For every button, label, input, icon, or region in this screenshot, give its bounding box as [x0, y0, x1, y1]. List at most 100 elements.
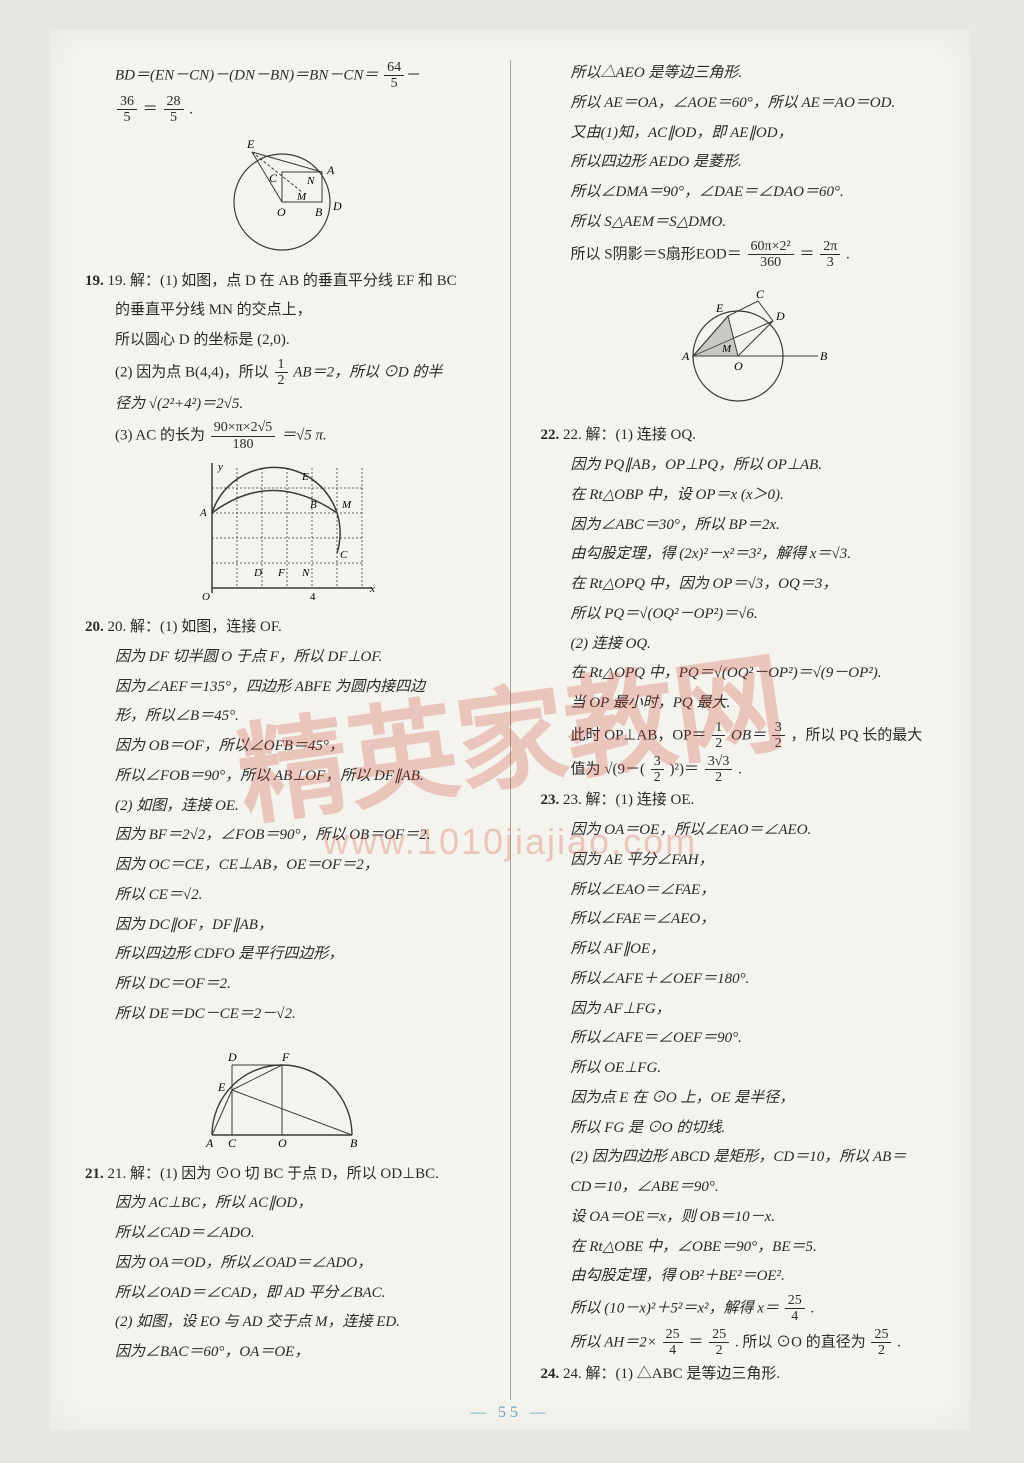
svg-text:C: C	[756, 287, 765, 301]
right-column: 所以△AEO 是等边三角形. 所以 AE＝OA，∠AOE＝60°，所以 AE＝A…	[541, 60, 936, 1400]
text: 因为 OA＝OE，所以∠EAO＝∠AEO.	[541, 817, 936, 845]
text: BD＝(EN－CN)－(DN－BN)＝BN－CN＝	[115, 67, 378, 83]
text: 24. 解：(1) △ABC 是等边三角形.	[563, 1366, 780, 1382]
text: OB＝	[731, 727, 766, 743]
text: 当 OP 最小时，PQ 最大.	[541, 690, 936, 718]
text: (2) 因为四边形 ABCD 是矩形，CD＝10，所以 AB＝	[541, 1144, 936, 1172]
page-container: BD＝(EN－CN)－(DN－BN)＝BN－CN＝ 645－ 365 ＝ 285…	[50, 30, 970, 1430]
text: ＝	[799, 246, 814, 262]
svg-text:O: O	[202, 591, 210, 603]
svg-text:C: C	[340, 549, 348, 561]
svg-text:M: M	[721, 343, 732, 355]
svg-text:M: M	[296, 191, 307, 203]
text: (2) 连接 OQ.	[541, 631, 936, 659]
two-columns: BD＝(EN－CN)－(DN－BN)＝BN－CN＝ 645－ 365 ＝ 285…	[85, 60, 935, 1400]
fraction: 12	[275, 357, 288, 389]
svg-text:M: M	[341, 499, 352, 511]
page-number-value: 55	[498, 1404, 522, 1421]
fraction: 365	[117, 94, 137, 126]
text: 因为∠BAC＝60°，OA＝OE，	[85, 1339, 480, 1367]
text: 设 OA＝OE＝x，则 OB＝10－x.	[541, 1204, 936, 1232]
text: 所以 (10－x)²＋5²＝x²，解得 x＝	[571, 1300, 779, 1316]
fraction: 12	[712, 720, 725, 752]
svg-text:A: A	[199, 507, 207, 519]
text: 19. 解：(1) 如图，点 D 在 AB 的垂直平分线 EF 和 BC	[108, 273, 457, 289]
text: (3) AC 的长为	[115, 428, 205, 444]
line: (3) AC 的长为 90×π×2√5180 ＝√5 π.	[85, 420, 480, 452]
diagram-circle-1: E A C N M O B D	[85, 132, 480, 262]
svg-text:D: D	[253, 567, 262, 579]
text: 因为 AF⊥FG，	[541, 996, 936, 1024]
text: 所以∠EAO＝∠FAE，	[541, 877, 936, 905]
text: 所以∠AFE＋∠OEF＝180°.	[541, 966, 936, 994]
diagram-semicircle: D F E A C O B	[85, 1035, 480, 1155]
text: 所以△AEO 是等边三角形.	[541, 60, 936, 88]
text: ＝	[688, 1334, 703, 1350]
text: 所以 AF∥OE，	[541, 936, 936, 964]
svg-text:B: B	[315, 205, 323, 219]
svg-text:B: B	[350, 1136, 358, 1150]
svg-text:B: B	[310, 499, 317, 511]
text: 在 Rt△OBE 中，∠OBE＝90°，BE＝5.	[541, 1234, 936, 1262]
problem-24: 24. 24. 解：(1) △ABC 是等边三角形.	[541, 1361, 936, 1389]
line: 所以 (10－x)²＋5²＝x²，解得 x＝ 254 .	[541, 1293, 936, 1325]
text: 值为 √(9－(	[571, 761, 645, 777]
text: 所以 FG 是 ⊙O 的切线.	[541, 1115, 936, 1143]
problem-20: 20. 20. 解：(1) 如图，连接 OF.	[85, 614, 480, 642]
text: . 所以 ⊙O 的直径为	[735, 1334, 866, 1350]
text: 所以圆心 D 的坐标是 (2,0).	[85, 327, 480, 355]
svg-text:E: E	[217, 1080, 226, 1094]
fraction: 252	[709, 1327, 729, 1359]
text: 所以 PQ＝√(OQ²－OP²)＝√6.	[541, 601, 936, 629]
text: 因为 BF＝2√2，∠FOB＝90°，所以 OB＝OF＝2.	[85, 822, 480, 850]
svg-text:A: A	[681, 349, 690, 363]
svg-text:O: O	[734, 359, 743, 373]
text: (2) 因为点 B(4,4)，所以	[115, 364, 269, 380]
line: BD＝(EN－CN)－(DN－BN)＝BN－CN＝ 645－	[85, 60, 480, 92]
text: 因为 DC∥OF，DF∥AB，	[85, 912, 480, 940]
left-column: BD＝(EN－CN)－(DN－BN)＝BN－CN＝ 645－ 365 ＝ 285…	[85, 60, 480, 1400]
diagram-circle-2: C E D A M O B	[541, 276, 936, 416]
svg-text:O: O	[277, 205, 286, 219]
svg-text:C: C	[228, 1136, 237, 1150]
text: 因为 OB＝OF，所以∠OFB＝45°，	[85, 733, 480, 761]
svg-text:E: E	[715, 301, 724, 315]
text: (2) 如图，连接 OE.	[85, 793, 480, 821]
fraction: 254	[663, 1327, 683, 1359]
text: 因为 AC⊥BC，所以 AC∥OD，	[85, 1190, 480, 1218]
fraction: 252	[871, 1327, 891, 1359]
text: 因为 OA＝OD，所以∠OAD＝∠ADO，	[85, 1250, 480, 1278]
text: ＝	[143, 101, 158, 117]
text: 因为∠ABC＝30°，所以 BP＝2x.	[541, 512, 936, 540]
svg-text:A: A	[326, 163, 335, 177]
line: 值为 √(9－( 32 )²)＝ 3√32 .	[541, 754, 936, 786]
text: ＝√5 π.	[281, 428, 327, 444]
text: 因为 OC＝CE，CE⊥AB，OE＝OF＝2，	[85, 852, 480, 880]
text: 所以 AH＝2×	[571, 1334, 657, 1350]
text: (2) 如图，设 EO 与 AD 交于点 M，连接 ED.	[85, 1309, 480, 1337]
fraction: 254	[785, 1293, 805, 1325]
text: )²)＝	[669, 761, 699, 777]
text: .	[738, 761, 742, 777]
svg-text:C: C	[269, 171, 278, 185]
text: 所以 DE＝DC－CE＝2－√2.	[85, 1001, 480, 1029]
text: 23. 解：(1) 连接 OE.	[563, 792, 694, 808]
fraction: 3√32	[705, 754, 733, 786]
text: 在 Rt△OPQ 中，因为 OP＝√3，OQ＝3，	[541, 571, 936, 599]
svg-text:A: A	[205, 1136, 214, 1150]
text: .	[810, 1300, 814, 1316]
text: 在 Rt△OPQ 中，PQ＝√(OQ²－OP²)＝√(9－OP²).	[541, 660, 936, 688]
fraction: 645	[384, 60, 404, 92]
fraction: 90×π×2√5180	[211, 420, 276, 452]
svg-text:E: E	[301, 471, 309, 483]
text: .	[189, 101, 193, 117]
text: 22. 解：(1) 连接 OQ.	[563, 427, 696, 443]
svg-text:N: N	[306, 175, 315, 187]
text: 此时 OP⊥AB，OP＝	[571, 727, 707, 743]
svg-text:F: F	[281, 1050, 290, 1064]
line: 所以 S阴影＝S扇形EOD＝ 60π×2²360 ＝ 2π3 .	[541, 239, 936, 271]
text: 因为 PQ∥AB，OP⊥PQ，所以 OP⊥AB.	[541, 452, 936, 480]
text: 所以∠FOB＝90°，所以 AB⊥OF，所以 DF∥AB.	[85, 763, 480, 791]
text: ，所以 PQ 长的最大	[791, 727, 923, 743]
line: 365 ＝ 285 .	[85, 94, 480, 126]
